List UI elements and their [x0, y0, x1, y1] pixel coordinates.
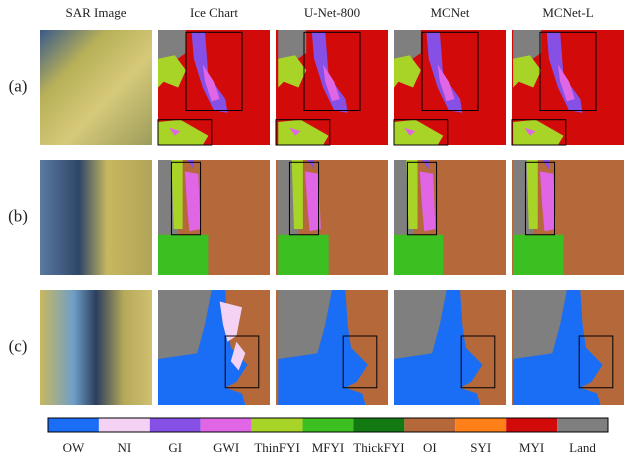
image-panel: [394, 160, 506, 275]
image-panel: [394, 30, 506, 145]
legend-label: Land: [569, 440, 596, 455]
legend-swatch: [99, 418, 150, 432]
column-header: MCNet-L: [542, 5, 593, 20]
class-region: [513, 235, 563, 275]
legend-label: ThinFYI: [254, 440, 300, 455]
image-panel: [158, 290, 270, 405]
image-panel: [276, 290, 388, 405]
legend-label: GWI: [213, 440, 239, 455]
row-label rowlab: (c): [9, 336, 28, 355]
row-label rowlab: (a): [9, 76, 28, 95]
class-region: [158, 235, 208, 275]
class-region: [278, 235, 328, 275]
legend-swatch: [557, 418, 608, 432]
image-panel: [276, 160, 388, 275]
image-panel: [512, 30, 624, 145]
legend-label: MFYI: [312, 440, 345, 455]
legend-swatch: [455, 418, 506, 432]
legend-label: MYI: [519, 440, 544, 455]
row-label rowlab: (b): [8, 206, 28, 225]
column-header: SAR Image: [65, 5, 126, 20]
legend-swatch: [201, 418, 252, 432]
image-panel: [158, 30, 270, 145]
image-panel: [40, 30, 152, 145]
legend-swatch: [353, 418, 404, 432]
class-region: [394, 235, 443, 275]
legend-label: GI: [168, 440, 182, 455]
image-panel: [394, 290, 506, 405]
legend-label: OI: [423, 440, 437, 455]
image-panel: [512, 290, 624, 405]
legend-swatch: [48, 418, 99, 432]
sar-image: [40, 160, 152, 275]
sar-image: [40, 30, 152, 145]
legend-swatch: [303, 418, 354, 432]
legend-swatch: [506, 418, 557, 432]
sar-image: [40, 290, 152, 405]
image-panel: [276, 30, 388, 145]
legend-swatch: [150, 418, 201, 432]
legend-label: SYI: [470, 440, 491, 455]
legend-label: ThickFYI: [353, 440, 404, 455]
figure: SAR Image Ice Chart U-Net-800 MCNet MCNet-L (…: [0, 0, 626, 459]
image-panel: [40, 160, 152, 275]
image-panel: [512, 160, 624, 275]
legend-label: OW: [63, 440, 85, 455]
legend-label: NI: [118, 440, 132, 455]
legend-swatch: [252, 418, 303, 432]
column-header: Ice Chart: [190, 5, 238, 20]
legend-swatch: [404, 418, 455, 432]
image-panel: [40, 290, 152, 405]
column-header: U-Net-800: [304, 5, 360, 20]
image-panel: [158, 160, 270, 275]
column-header: MCNet: [431, 5, 470, 20]
